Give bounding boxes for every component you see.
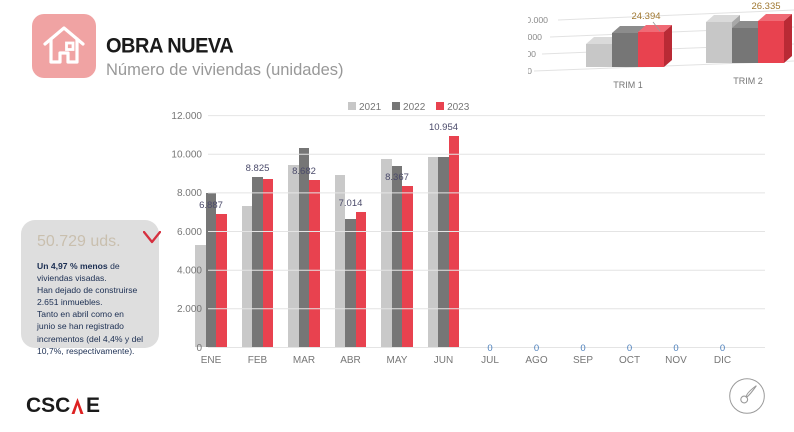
svg-text:DIC: DIC <box>714 355 731 366</box>
svg-text:AGO: AGO <box>525 355 547 366</box>
svg-text:10.000: 10.000 <box>171 150 202 161</box>
svg-text:NOV: NOV <box>665 355 687 366</box>
svg-text:0: 0 <box>580 343 585 354</box>
svg-text:6.000: 6.000 <box>177 227 202 238</box>
svg-text:30.000: 30.000 <box>528 15 548 25</box>
svg-text:0: 0 <box>720 343 725 354</box>
svg-text:MAY: MAY <box>387 355 408 366</box>
svg-text:MAR: MAR <box>293 355 315 366</box>
svg-text:0: 0 <box>196 343 202 354</box>
svg-text:0: 0 <box>534 343 539 354</box>
svg-text:TRIM 2: TRIM 2 <box>733 76 763 86</box>
svg-text:JUN: JUN <box>434 355 453 366</box>
svg-text:ENE: ENE <box>201 355 222 366</box>
svg-text:0: 0 <box>673 343 678 354</box>
svg-text:JUL: JUL <box>481 355 499 366</box>
svg-text:FEB: FEB <box>248 355 268 366</box>
svg-text:10.000: 10.000 <box>528 49 536 59</box>
svg-text:0: 0 <box>528 66 532 76</box>
svg-text:12.000: 12.000 <box>171 111 202 122</box>
svg-text:ABR: ABR <box>340 355 361 366</box>
svg-text:0: 0 <box>487 343 492 354</box>
svg-text:24.394: 24.394 <box>631 11 660 22</box>
svg-text:26.335: 26.335 <box>751 1 780 12</box>
svg-text:TRIM 1: TRIM 1 <box>613 80 643 90</box>
svg-text:4.000: 4.000 <box>177 266 202 277</box>
svg-text:0: 0 <box>627 343 632 354</box>
svg-text:OCT: OCT <box>619 355 640 366</box>
svg-text:2.000: 2.000 <box>177 304 202 315</box>
svg-text:20.000: 20.000 <box>528 32 542 42</box>
svg-text:SEP: SEP <box>573 355 593 366</box>
svg-text:8.000: 8.000 <box>177 188 202 199</box>
